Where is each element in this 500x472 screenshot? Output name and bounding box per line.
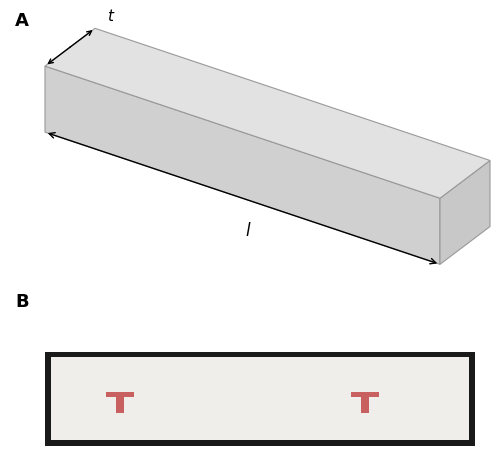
Bar (116, 396, 124, 413)
Text: l: l (245, 222, 250, 240)
Bar (352, 392, 378, 396)
Polygon shape (45, 66, 440, 264)
Bar (51, 357, 469, 440)
Text: t: t (108, 8, 114, 24)
Polygon shape (440, 160, 490, 264)
Bar (106, 392, 134, 396)
Text: B: B (15, 293, 28, 311)
Bar (45, 352, 475, 446)
Polygon shape (45, 28, 490, 198)
Text: A: A (15, 12, 29, 30)
Bar (361, 396, 369, 413)
